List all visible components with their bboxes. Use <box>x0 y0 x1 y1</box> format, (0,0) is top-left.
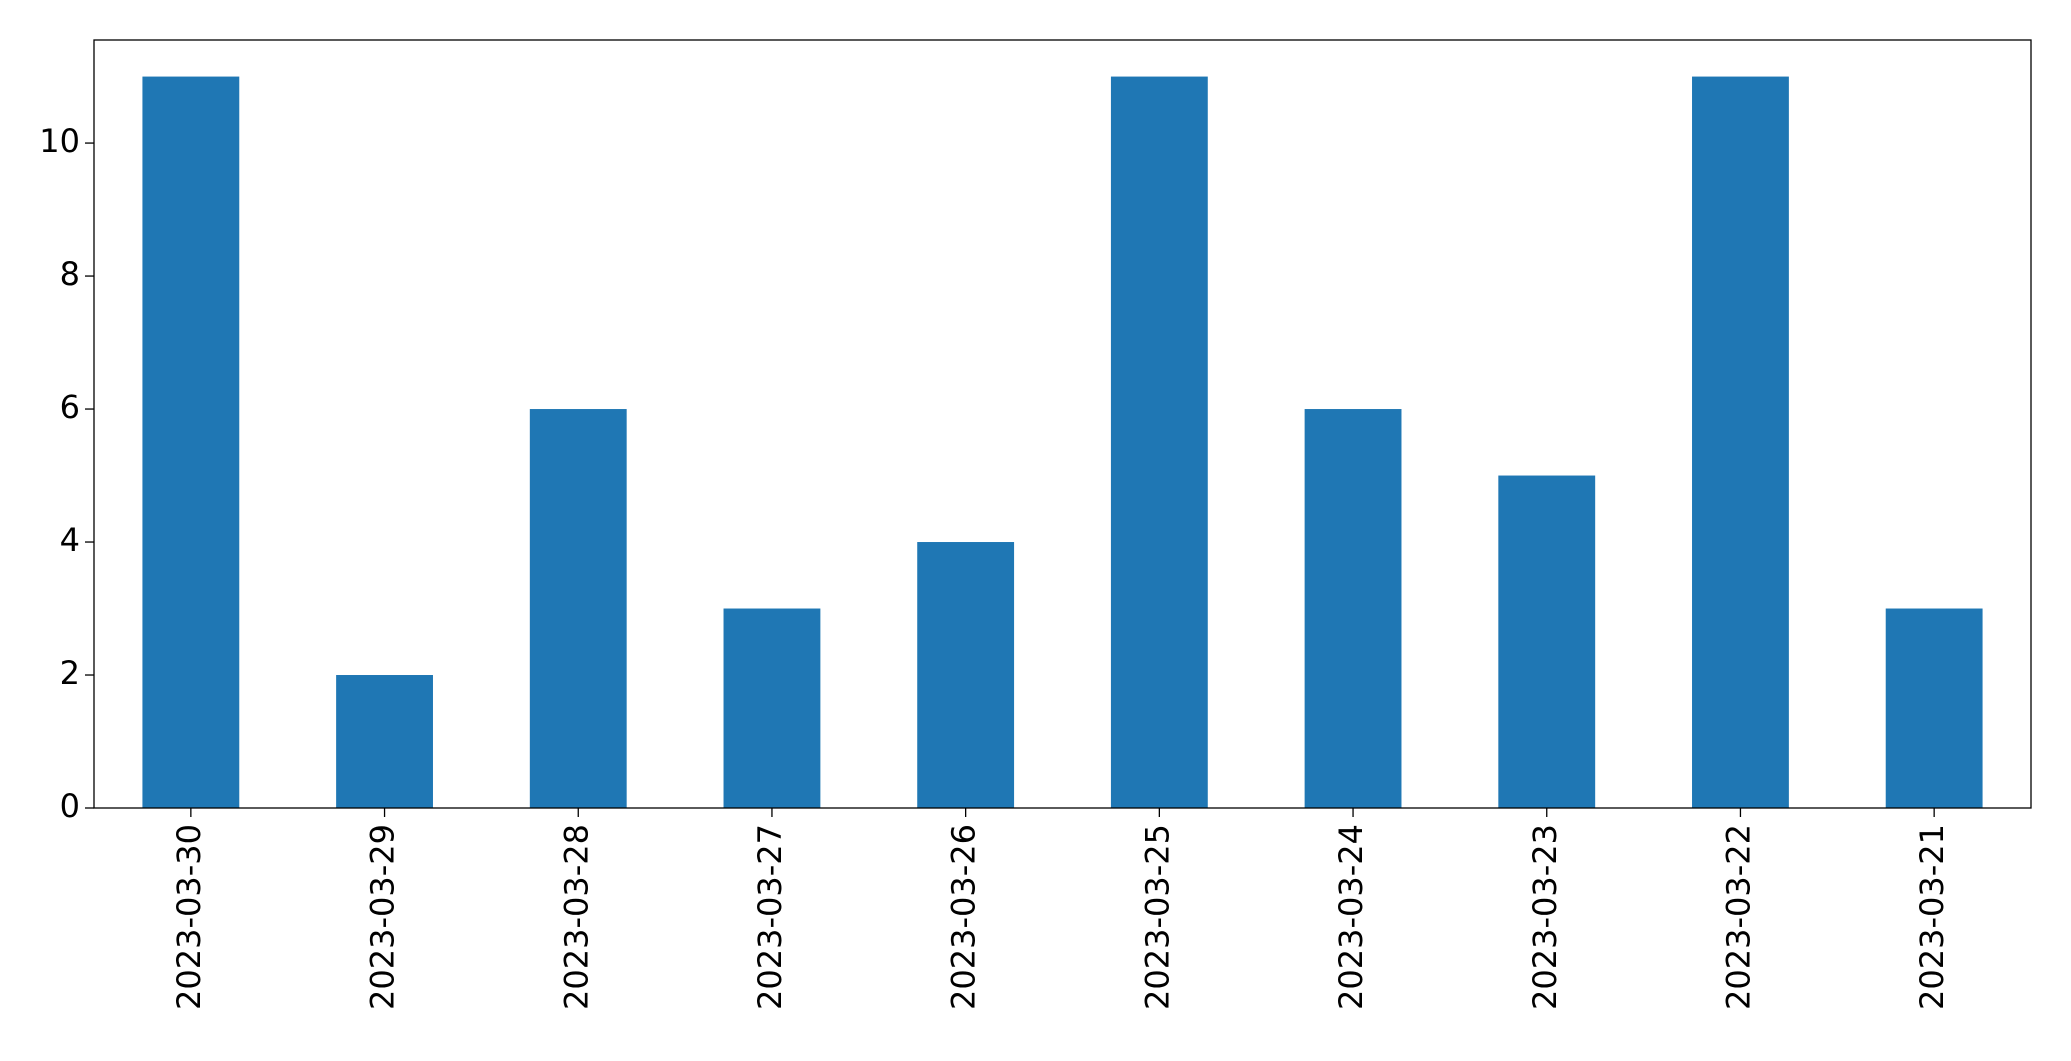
axes-frame <box>93 39 2032 809</box>
x-tick-label: 2023-03-23 <box>1526 824 1564 1010</box>
y-tick-label: 0 <box>60 787 80 825</box>
bar <box>529 409 627 808</box>
bar <box>1885 608 1983 808</box>
x-tick-label: 2023-03-22 <box>1719 824 1757 1010</box>
bar <box>336 675 433 808</box>
x-tick-label: 2023-03-30 <box>170 824 208 1010</box>
bar <box>1304 409 1402 808</box>
y-tick-label: 8 <box>60 255 80 293</box>
x-tick-label: 2023-03-25 <box>1138 824 1176 1010</box>
x-tick-label: 2023-03-26 <box>945 824 983 1010</box>
bar <box>142 76 240 809</box>
y-tick-label: 6 <box>60 388 80 426</box>
y-tick-label: 4 <box>60 521 80 559</box>
x-tick-label: 2023-03-29 <box>364 824 402 1010</box>
bar <box>917 542 1015 808</box>
x-tick-label: 2023-03-28 <box>557 824 595 1010</box>
bar <box>1498 475 1596 808</box>
x-tick-label: 2023-03-21 <box>1913 824 1951 1010</box>
bar <box>723 608 821 808</box>
bar <box>1110 76 1208 809</box>
y-tick-label: 10 <box>39 122 80 160</box>
y-tick-label: 2 <box>60 654 80 692</box>
x-tick-label: 2023-03-27 <box>751 824 789 1010</box>
x-tick-label: 2023-03-24 <box>1332 824 1370 1010</box>
bar <box>1692 76 1789 809</box>
